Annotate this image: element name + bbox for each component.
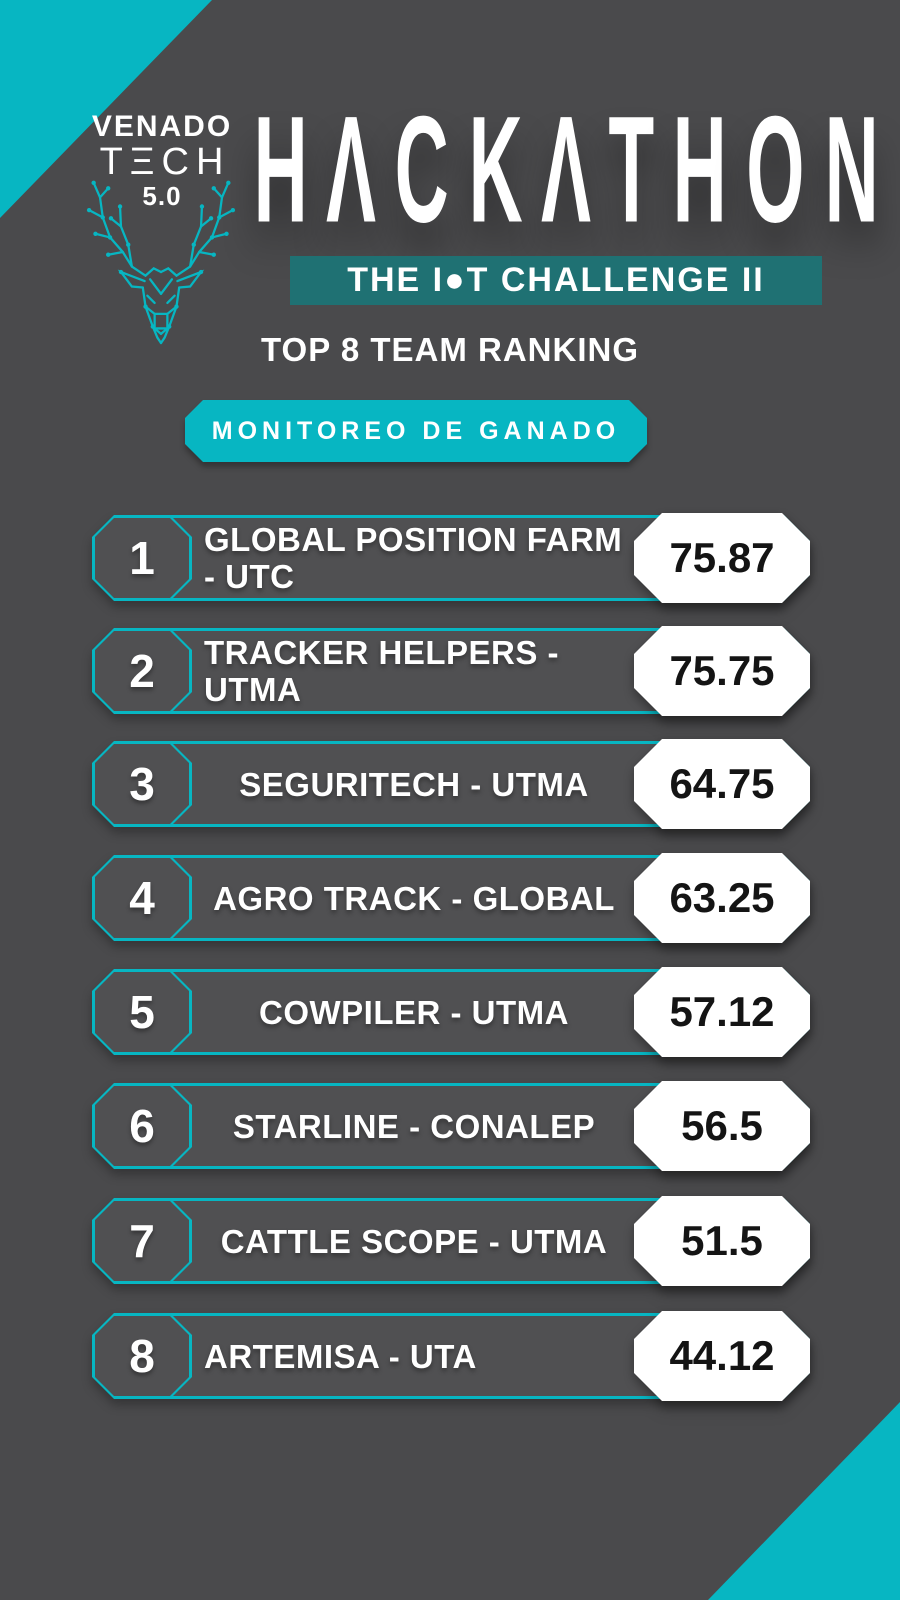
title-letter: H <box>253 85 308 255</box>
title-letter: T <box>608 85 655 255</box>
category-button[interactable]: MONITOREO DE GANADO <box>185 400 647 462</box>
ranking-row-6: 6 STARLINE - CONALEP 56.5 <box>92 1083 810 1169</box>
rank-badge: 4 <box>92 855 192 941</box>
ranking-row-8: 8 ARTEMISA - UTA 44.12 <box>92 1313 810 1399</box>
team-name: TRACKER HELPERS - UTMA <box>204 634 560 708</box>
ranking-row-2: 2 TRACKER HELPERS - UTMA 75.75 <box>92 628 810 714</box>
rank-number: 1 <box>129 532 155 584</box>
rank-badge: 2 <box>92 628 192 714</box>
score-badge: 75.75 <box>634 626 810 716</box>
team-name: SEGURITECH - UTMA <box>239 765 589 803</box>
rank-number: 8 <box>129 1330 155 1382</box>
ranking-heading: TOP 8 TEAM RANKING <box>261 331 639 368</box>
rank-number: 4 <box>129 872 155 924</box>
ranking-row-4: 4 AGRO TRACK - GLOBAL 63.25 <box>92 855 810 941</box>
team-name: AGRO TRACK - GLOBAL <box>213 879 615 917</box>
rank-number: 2 <box>129 645 155 697</box>
score-value: 44.12 <box>634 1311 810 1401</box>
rank-number: 5 <box>129 986 155 1038</box>
score-value: 75.87 <box>634 513 810 603</box>
subtitle-banner: THE I●T CHALLENGE II <box>290 256 822 305</box>
score-badge: 57.12 <box>634 967 810 1057</box>
rank-number: 6 <box>129 1100 155 1152</box>
title-letter: Λ <box>326 85 377 255</box>
rank-number: 7 <box>129 1215 155 1267</box>
team-name: CATTLE SCOPE - UTMA <box>220 1222 608 1260</box>
rank-badge: 7 <box>92 1198 192 1284</box>
title-letter: C <box>394 85 450 255</box>
logo-tech-text: TΞCH <box>99 141 231 183</box>
score-value: 57.12 <box>634 967 810 1057</box>
title-letter: O <box>746 85 805 255</box>
bottom-right-corner-triangle <box>708 1402 900 1600</box>
score-badge: 63.25 <box>634 853 810 943</box>
title-letter: K <box>468 85 523 255</box>
title-letter: Λ <box>540 85 591 255</box>
score-value: 63.25 <box>634 853 810 943</box>
logo-version-text: 5.0 <box>142 181 182 211</box>
rank-badge: 8 <box>92 1313 192 1399</box>
venado-tech-logo: VENADO TΞCH 5.0 <box>72 110 252 212</box>
team-name: COWPILER - UTMA <box>259 993 569 1031</box>
title-letter: H <box>672 85 727 255</box>
rank-badge: 5 <box>92 969 192 1055</box>
team-name: GLOBAL POSITION FARM - UTC <box>204 521 623 595</box>
rank-badge: 6 <box>92 1083 192 1169</box>
score-value: 64.75 <box>634 739 810 829</box>
score-badge: 51.5 <box>634 1196 810 1286</box>
page-title: H Λ C K Λ T H O N <box>246 86 886 255</box>
score-badge: 64.75 <box>634 739 810 829</box>
score-value: 51.5 <box>634 1196 810 1286</box>
team-name: STARLINE - CONALEP <box>232 1107 596 1145</box>
score-value: 75.75 <box>634 626 810 716</box>
score-badge: 44.12 <box>634 1311 810 1401</box>
ranking-row-5: 5 COWPILER - UTMA 57.12 <box>92 969 810 1055</box>
category-button-label: MONITOREO DE GANADO <box>185 400 647 462</box>
rank-number: 3 <box>129 758 155 810</box>
score-value: 56.5 <box>634 1081 810 1171</box>
logo-venado-text: VENADO <box>91 110 233 143</box>
ranking-row-1: 1 GLOBAL POSITION FARM - UTC 75.87 <box>92 515 810 601</box>
ranking-row-3: 3 SEGURITECH - UTMA 64.75 <box>92 741 810 827</box>
title-letter: N <box>824 85 879 255</box>
rank-badge: 1 <box>92 515 192 601</box>
deer-head-icon <box>86 179 237 345</box>
rank-badge: 3 <box>92 741 192 827</box>
ranking-row-7: 7 CATTLE SCOPE - UTMA 51.5 <box>92 1198 810 1284</box>
score-badge: 75.87 <box>634 513 810 603</box>
score-badge: 56.5 <box>634 1081 810 1171</box>
team-name: ARTEMISA - UTA <box>204 1337 477 1375</box>
